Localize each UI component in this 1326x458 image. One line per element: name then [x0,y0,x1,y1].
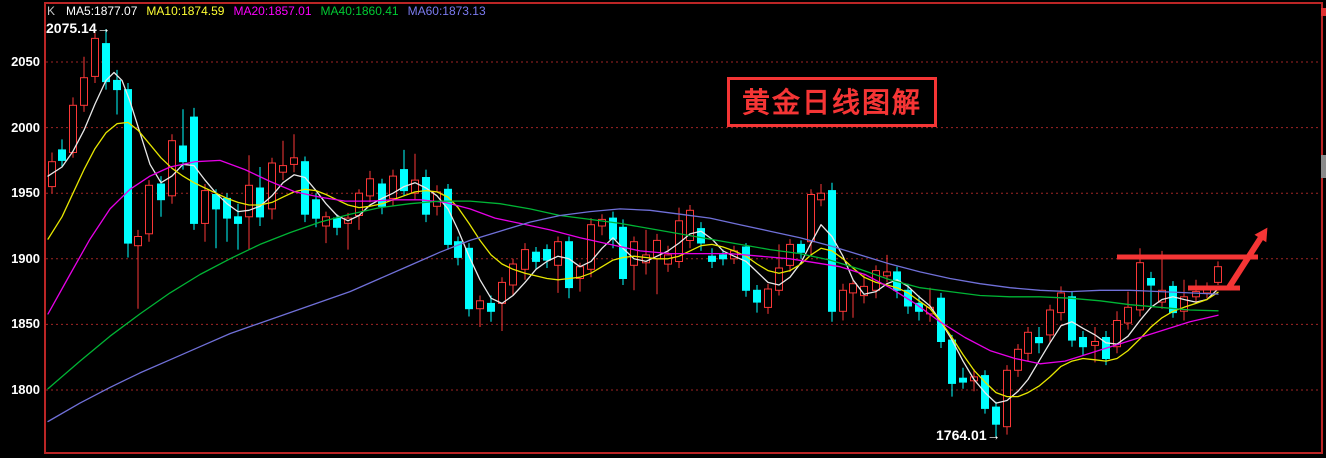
ma-legend-item: MA40:1860.41 [320,4,399,18]
y-axis-label: 1900 [11,250,40,266]
right-edge-marker-icon [1321,8,1326,16]
ma-legend-item: MA60:1873.13 [407,4,486,18]
high-price-label: 2075.14→ [46,20,111,36]
y-axis-label: 2000 [11,119,40,135]
y-axis-label: 1850 [11,316,40,332]
scrollbar-thumb[interactable] [1321,155,1326,178]
period-indicator: K [47,4,56,18]
ma-legend-item: MA5:1877.07 [66,4,138,18]
ma-legend-item: MA10:1874.59 [146,4,225,18]
ma-legend-item: MA20:1857.01 [233,4,312,18]
y-axis-label: 1950 [11,185,40,201]
y-axis-label: 2050 [11,54,40,69]
ma-legend: K MA5:1877.07 MA10:1874.59 MA20:1857.01 … [47,4,486,18]
chart-title: 黄金日线图解 [742,87,923,118]
chart-title-box: 黄金日线图解 [727,77,938,127]
y-axis-label: 1800 [11,382,40,397]
low-price-label: 1764.01→ [936,427,1001,443]
